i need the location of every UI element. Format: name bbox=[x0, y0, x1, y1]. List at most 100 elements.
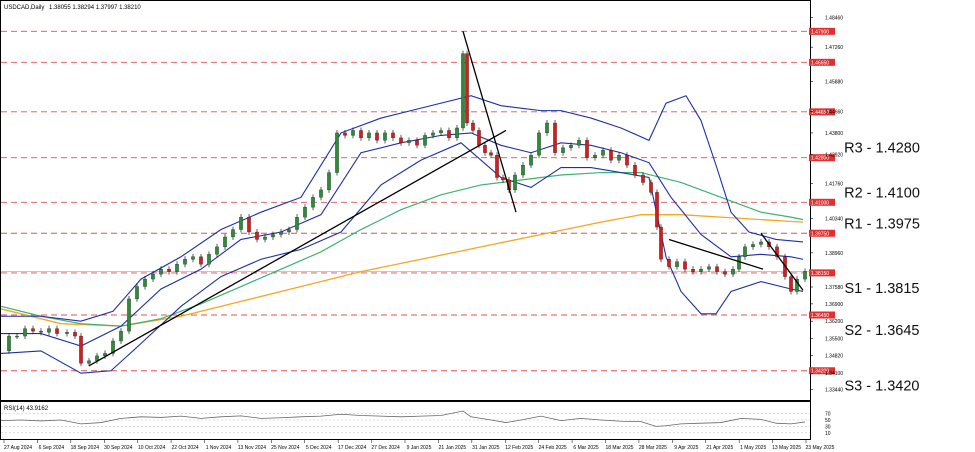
candle-body-51 bbox=[407, 140, 411, 143]
candle-body-31 bbox=[247, 216, 251, 233]
date-tick-label-10: 17 Dec 2024 bbox=[338, 445, 367, 451]
sr-label-8: S3 - 1.3420 bbox=[845, 379, 920, 395]
candle-body-73 bbox=[561, 147, 565, 153]
candle-body-87 bbox=[667, 259, 671, 267]
price-axis: 1.48460 1.47260 1.45880 1.44660 1.43800 1.429… bbox=[1, 15, 843, 394]
candle-body-105 bbox=[803, 271, 807, 280]
price-tick-label-3: 1.44660 bbox=[825, 110, 843, 116]
candle-body-94 bbox=[723, 271, 727, 275]
sr-tag-bg-8 bbox=[809, 367, 835, 375]
bollinger-upper-band bbox=[1, 95, 804, 322]
candle-body-22 bbox=[175, 264, 179, 272]
trendlines bbox=[88, 31, 804, 367]
candle-body-64 bbox=[495, 155, 499, 178]
candle-body-70 bbox=[537, 132, 541, 156]
sr-tag-2: 1.44650 bbox=[811, 110, 829, 116]
candle-body-25 bbox=[199, 256, 203, 265]
candle-body-13 bbox=[103, 353, 107, 357]
candle-body-103 bbox=[789, 276, 793, 292]
date-tick-label-17: 6 Mar 2025 bbox=[573, 445, 599, 451]
candle-body-68 bbox=[521, 164, 525, 176]
date-tick-label-12: 9 Jan 2025 bbox=[407, 445, 432, 451]
price-tick-label-8: 1.38960 bbox=[825, 251, 843, 257]
sr-label-7: S2 - 1.3645 bbox=[845, 323, 920, 339]
trendline-0 bbox=[88, 129, 507, 367]
price-tick-label-7: 1.40340 bbox=[825, 217, 843, 223]
sr-label-3: R3 - 1.4280 bbox=[844, 141, 920, 157]
candle-body-40 bbox=[319, 189, 323, 198]
candle-body-3 bbox=[23, 328, 27, 337]
candle-body-84 bbox=[649, 182, 653, 193]
candle-body-20 bbox=[159, 269, 163, 275]
candle-body-18 bbox=[143, 278, 147, 287]
price-tick-label-13: 1.34820 bbox=[825, 353, 843, 359]
candle-body-14 bbox=[111, 340, 115, 354]
sr-tag-7: 1.36450 bbox=[811, 313, 829, 319]
candle-body-95 bbox=[731, 269, 735, 275]
sr-label-4: R2 - 1.4100 bbox=[844, 185, 920, 201]
date-tick-label-7: 13 Nov 2024 bbox=[238, 445, 267, 451]
candle-body-5 bbox=[39, 330, 43, 333]
price-tick-label-15: 1.33440 bbox=[825, 388, 843, 394]
date-tick-label-2: 18 Sep 2024 bbox=[71, 445, 100, 451]
candle-body-59 bbox=[465, 53, 469, 124]
sr-tag-bg-1 bbox=[809, 58, 835, 66]
rsi-tick-label-3: 10 bbox=[825, 431, 831, 437]
price-tick-label-9: 1.37580 bbox=[825, 285, 843, 291]
candle-body-24 bbox=[191, 256, 195, 260]
candle-body-39 bbox=[311, 197, 315, 208]
date-axis: 27 Aug 2024 6 Sep 2024 18 Sep 2024 30 Sep 2… bbox=[3, 440, 835, 451]
candle-body-78 bbox=[601, 150, 605, 156]
date-tick-label-15: 12 Feb 2025 bbox=[505, 445, 533, 451]
price-tick-label-11: 1.36200 bbox=[825, 319, 843, 325]
candle-body-55 bbox=[439, 130, 443, 134]
candle-body-69 bbox=[529, 155, 533, 166]
symbol-timeframe: USDCAD,Daily bbox=[4, 5, 44, 11]
candle-body-60 bbox=[471, 122, 475, 131]
bollinger-lower-band bbox=[0, 142, 804, 374]
rsi-panel-frame bbox=[0, 401, 811, 440]
candle-body-81 bbox=[625, 155, 629, 166]
price-tick-label-4: 1.43800 bbox=[825, 131, 843, 137]
sr-tag-8: 1.34200 bbox=[811, 369, 829, 375]
sr-label-5: R1 - 1.3975 bbox=[844, 216, 920, 232]
candle-body-72 bbox=[553, 122, 557, 153]
candle-body-86 bbox=[659, 226, 663, 260]
candle-body-46 bbox=[367, 132, 371, 139]
price-tick-label-1: 1.47260 bbox=[825, 45, 843, 51]
candle-body-48 bbox=[383, 132, 387, 141]
candle-body-52 bbox=[415, 140, 419, 146]
candle-body-61 bbox=[477, 130, 481, 146]
date-tick-label-8: 25 Nov 2024 bbox=[271, 445, 300, 451]
candle-body-77 bbox=[593, 155, 597, 158]
date-tick-label-5: 22 Oct 2024 bbox=[171, 445, 198, 451]
candle-body-42 bbox=[335, 132, 339, 173]
candle-body-43 bbox=[343, 132, 347, 136]
candle-body-88 bbox=[675, 261, 679, 267]
sr-tag-bg-4 bbox=[809, 198, 835, 206]
date-tick-label-13: 21 Jan 2025 bbox=[439, 445, 467, 451]
date-tick-label-3: 30 Sep 2024 bbox=[104, 445, 133, 451]
price-tick-label-2: 1.45880 bbox=[825, 79, 843, 85]
candle-body-99 bbox=[759, 241, 763, 245]
price-tick-label-6: 1.41760 bbox=[825, 181, 843, 187]
date-tick-label-18: 18 Mar 2025 bbox=[605, 445, 633, 451]
candle-body-29 bbox=[231, 229, 235, 238]
sr-tag-0: 1.47900 bbox=[811, 29, 829, 35]
candle-body-28 bbox=[223, 236, 227, 248]
candle-body-4 bbox=[31, 328, 35, 332]
candle-body-49 bbox=[391, 132, 395, 139]
candle-body-96 bbox=[737, 256, 741, 270]
date-tick-label-16: 24 Feb 2025 bbox=[539, 445, 567, 451]
candle-body-91 bbox=[699, 269, 703, 272]
candle-body-19 bbox=[151, 273, 155, 280]
candle-body-53 bbox=[423, 135, 427, 146]
date-tick-label-6: 1 Nov 2024 bbox=[206, 445, 232, 451]
candle-body-10 bbox=[79, 335, 83, 364]
candle-body-71 bbox=[545, 122, 549, 134]
candle-body-74 bbox=[569, 145, 573, 148]
candle-body-97 bbox=[743, 246, 747, 257]
candle-body-75 bbox=[577, 140, 581, 146]
